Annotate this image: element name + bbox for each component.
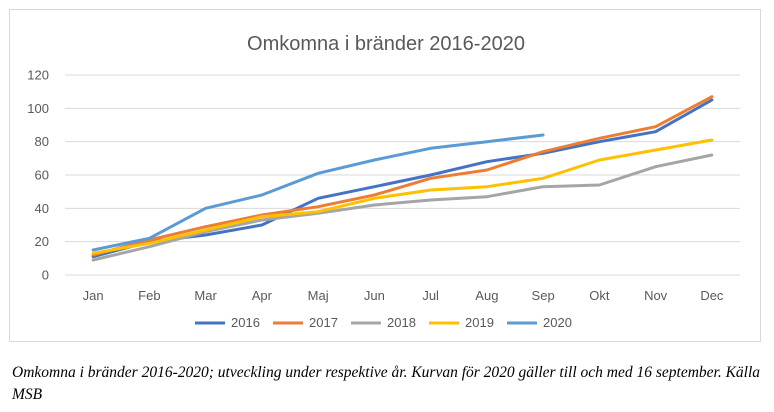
x-tick-label: Sep [532,288,555,303]
x-tick-label: Mar [194,288,217,303]
line-chart: Omkomna i bränder 2016-2020 0 20 40 60 80 100… [27,33,740,330]
x-tick-label: Feb [138,288,160,303]
y-tick-label: 60 [35,168,49,183]
legend: 2016 2017 2018 2019 2020 [195,315,572,330]
chart-frame: Omkomna i bränder 2016-2020 0 20 40 60 80 100… [9,9,761,342]
series-line-2017 [91,95,714,257]
x-tick-label: Aug [475,288,498,303]
legend-label-2016: 2016 [231,315,260,330]
x-tick-label: Jan [83,288,104,303]
x-tick-label: Dec [700,288,724,303]
legend-label-2017: 2017 [309,315,338,330]
x-tick-label: Jun [364,288,385,303]
x-axis-ticks: Jan Feb Mar Apr Maj Jun Jul Aug Sep Okt Nov Dec [83,288,724,303]
series-line-2019 [91,138,714,255]
legend-label-2020: 2020 [543,315,572,330]
x-tick-label: Okt [589,288,610,303]
y-tick-label: 20 [35,234,49,249]
y-tick-label: 100 [27,101,49,116]
series-lines [91,95,714,262]
y-axis-ticks: 0 20 40 60 80 100 120 [27,68,49,283]
chart-title: Omkomna i bränder 2016-2020 [247,33,525,55]
legend-label-2018: 2018 [387,315,416,330]
figure-caption: Omkomna i bränder 2016-2020; utveckling … [12,364,761,403]
gridlines [65,74,740,276]
x-tick-label: Maj [308,288,329,303]
y-tick-label: 80 [35,134,49,149]
y-tick-label: 0 [42,268,49,283]
legend-label-2019: 2019 [465,315,494,330]
y-tick-label: 40 [35,201,49,216]
series-line-2020 [91,133,545,252]
x-tick-label: Nov [644,288,668,303]
x-tick-label: Apr [252,288,273,303]
series-line-2016 [91,98,714,259]
series-line-2018 [91,153,714,262]
x-tick-label: Jul [422,288,439,303]
y-tick-label: 120 [27,68,49,83]
